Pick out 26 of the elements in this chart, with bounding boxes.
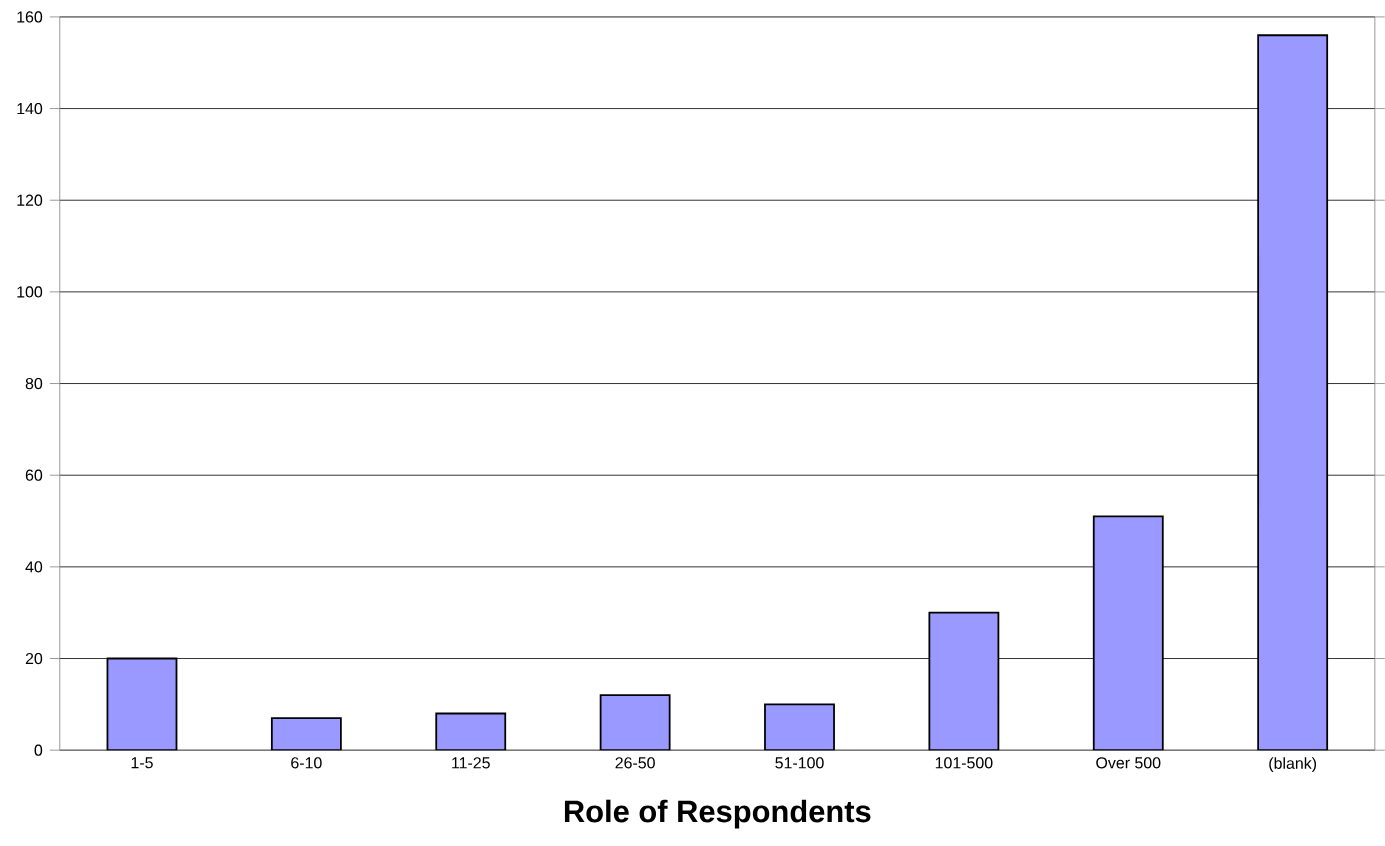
y-tick-label: 20 bbox=[25, 652, 43, 665]
y-tick-label: 140 bbox=[17, 103, 43, 115]
y-tick-label: 60 bbox=[25, 469, 43, 481]
bar bbox=[599, 694, 671, 751]
x-tick-label: 1-5 bbox=[131, 757, 153, 769]
x-tick-label: 26-50 bbox=[615, 757, 655, 769]
bar bbox=[106, 657, 178, 751]
y-tick-label: 160 bbox=[17, 11, 43, 23]
bar bbox=[435, 712, 507, 751]
x-axis-title: Role of Respondents bbox=[564, 799, 871, 829]
x-tick-label: 11-25 bbox=[452, 757, 490, 769]
bar bbox=[1257, 34, 1329, 751]
x-tick-label: Over 500 bbox=[1096, 757, 1161, 769]
x-tick-label: 51-100 bbox=[775, 757, 824, 769]
y-tick-label: 40 bbox=[25, 561, 43, 573]
x-tick-label: 6-10 bbox=[291, 757, 322, 769]
y-tick-label: 100 bbox=[17, 286, 43, 298]
x-tick-label: (blank) bbox=[1269, 757, 1317, 773]
bar bbox=[928, 611, 1000, 751]
y-tick-label: 120 bbox=[17, 194, 43, 206]
y-tick-label: 80 bbox=[25, 378, 43, 390]
bar bbox=[270, 717, 342, 751]
y-tick-label: 0 bbox=[34, 744, 43, 756]
bar bbox=[764, 703, 835, 751]
bar bbox=[1092, 515, 1164, 751]
x-tick-label: 101-500 bbox=[935, 757, 993, 769]
